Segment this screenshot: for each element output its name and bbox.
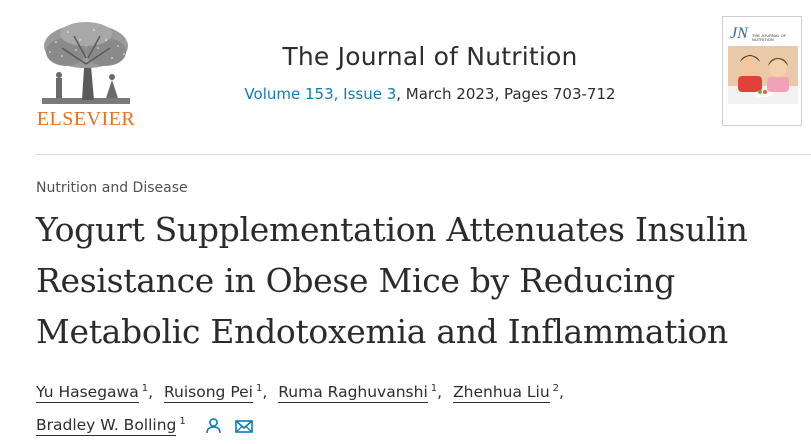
cover-subtitle: THE JOURNAL OF NUTRITION [752,33,787,43]
article-category: Nutrition and Disease [36,180,188,196]
author-item: Ruma Raghuvanshi 1, [278,383,448,403]
date-pages: , March 2023, Pages 703-712 [396,85,616,103]
author-affiliation[interactable]: 1 [430,383,438,394]
author-affiliation[interactable]: 1 [179,416,186,427]
author-list: Yu Hasegawa 1, Ruisong Pei 1, Ruma Raghuva… [36,374,796,440]
publisher-name: ELSEVIER [36,108,136,130]
article-title: Yogurt Supplementation Attenuates Insuli… [36,210,748,351]
author-name-link[interactable]: Ruisong Pei [163,383,253,403]
author-item: Ruisong Pei 1, [163,383,273,403]
publisher-logo[interactable]: ELSEVIER [36,18,136,130]
author-name-link[interactable]: Ruma Raghuvanshi [278,383,428,403]
author-item: Bradley W. Bolling 1 [36,416,192,436]
email-icon[interactable] [234,419,253,434]
author-affiliation[interactable]: 2 [552,383,560,394]
author-separator: , [559,383,564,401]
author-name-link[interactable]: Yu Hasegawa [36,383,139,403]
author-name-link[interactable]: Zhenhua Liu [453,383,550,403]
journal-title-link[interactable]: The Journal of Nutrition [282,42,578,71]
author-item: Yu Hasegawa 1, [36,383,159,403]
journal-cover-thumbnail[interactable]: JN THE JOURNAL OF NUTRITION [722,16,802,126]
author-name-link[interactable]: Bradley W. Bolling [36,416,177,436]
tree-logo-icon [42,22,130,104]
author-separator: , [148,383,154,401]
volume-issue-link[interactable]: Volume 153, Issue 3 [244,85,397,103]
author-item: Zhenhua Liu 2, [453,383,570,403]
author-separator: , [437,383,443,401]
person-icon[interactable] [205,417,222,434]
journal-meta: Volume 153, Issue 3, March 2023, Pages 7… [210,85,650,103]
cover-title: JN [730,25,748,42]
author-separator: , [262,383,268,401]
cover-image: JN THE JOURNAL OF NUTRITION [726,20,798,122]
author-affiliation[interactable]: 1 [141,383,149,394]
cover-photo-icon [728,46,798,104]
header-divider [36,154,811,155]
journal-header: The Journal of Nutrition Volume 153, Iss… [210,42,650,103]
author-affiliation[interactable]: 1 [255,383,263,394]
